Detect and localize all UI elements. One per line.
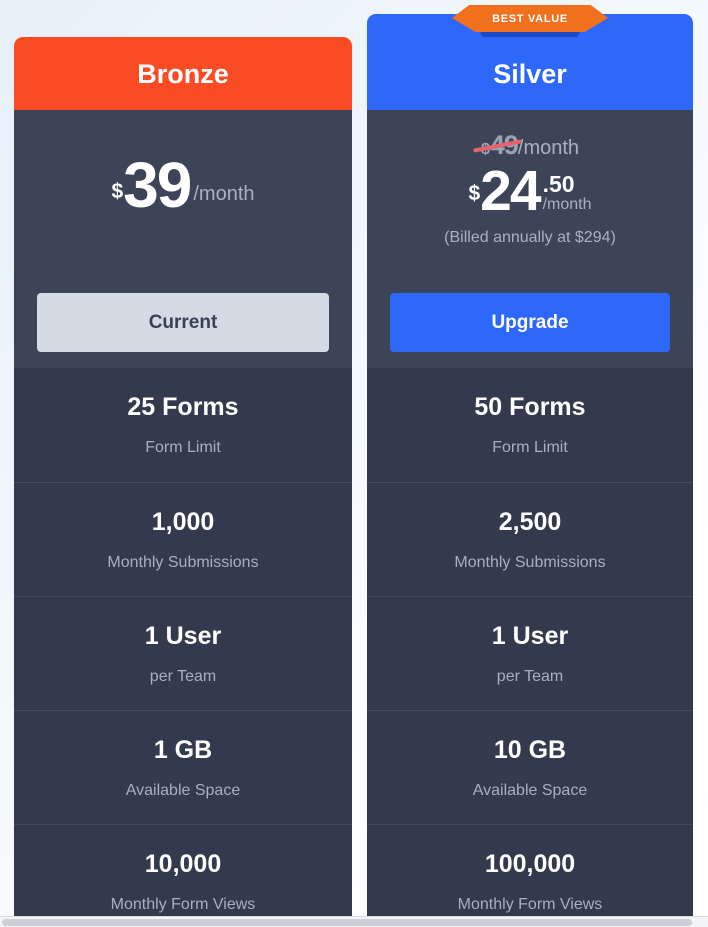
price-cents: .50 [542,170,575,197]
old-price-currency: $ [480,141,490,158]
feature-label: Available Space [125,782,241,799]
price-silver: $ 24 .50 /month [468,159,592,223]
feature-row-users: 1 User per Team [367,596,693,710]
feature-label: Monthly Submissions [107,554,259,571]
feature-label: Monthly Form Views [457,896,603,913]
feature-value: 10 GB [493,736,567,764]
feature-label: Form Limit [145,439,221,456]
feature-value: 50 Forms [474,393,586,421]
feature-row-available-space: 10 GB Available Space [367,710,693,824]
price-section-bronze: $ 39 /month Current [14,110,352,368]
strikethrough-price: $ 49 [480,130,519,161]
feature-value: 25 Forms [127,393,239,421]
price-period: /month [542,196,592,214]
price-bronze: $ 39 /month [111,149,255,221]
price-currency: $ [468,182,481,206]
horizontal-scrollbar-thumb[interactable] [2,919,692,926]
feature-row-available-space: 1 GB Available Space [14,710,352,824]
price-period: /month [193,182,255,205]
feature-value: 1,000 [151,508,215,536]
feature-row-monthly-form-views: 10,000 Monthly Form Views [14,824,352,927]
feature-label: Form Limit [492,439,568,456]
plan-card-silver: BEST VALUE Silver $ 49 /month $ 24 .50 /… [367,5,693,927]
feature-value: 2,500 [498,508,562,536]
feature-row-monthly-submissions: 2,500 Monthly Submissions [367,482,693,596]
feature-row-users: 1 User per Team [14,596,352,710]
feature-row-monthly-submissions: 1,000 Monthly Submissions [14,482,352,596]
billing-note: (Billed annually at $294) [444,229,616,247]
horizontal-scrollbar[interactable] [0,916,708,927]
old-price-period: /month [517,137,580,159]
plan-title-bronze: Bronze [14,37,352,110]
feature-row-form-limit: 25 Forms Form Limit [14,368,352,482]
feature-value: 100,000 [484,850,576,878]
best-value-badge: BEST VALUE [452,5,608,32]
current-plan-button[interactable]: Current [37,293,329,352]
feature-value: 1 GB [153,736,213,764]
feature-label: Available Space [472,782,588,799]
price-amount: 24 [480,159,541,223]
price-amount: 39 [123,149,192,221]
feature-row-form-limit: 50 Forms Form Limit [367,368,693,482]
feature-row-monthly-form-views: 100,000 Monthly Form Views [367,824,693,927]
price-currency: $ [111,179,124,203]
old-price-amount: 49 [489,130,519,160]
feature-label: Monthly Submissions [454,554,606,571]
price-cents-stack: .50 /month [543,172,592,215]
feature-value: 1 User [144,622,222,650]
feature-label: Monthly Form Views [110,896,256,913]
feature-label: per Team [149,668,217,685]
plan-card-bronze: Bronze $ 39 /month Current 25 Forms Form… [14,37,352,927]
feature-value: 10,000 [144,850,222,878]
upgrade-button[interactable]: Upgrade [390,293,670,352]
feature-label: per Team [496,668,564,685]
best-value-ribbon: BEST VALUE [452,5,608,41]
price-section-silver: $ 49 /month $ 24 .50 /month (Billed annu… [367,110,693,368]
feature-value: 1 User [491,622,569,650]
old-price: $ 49 /month [481,130,579,161]
